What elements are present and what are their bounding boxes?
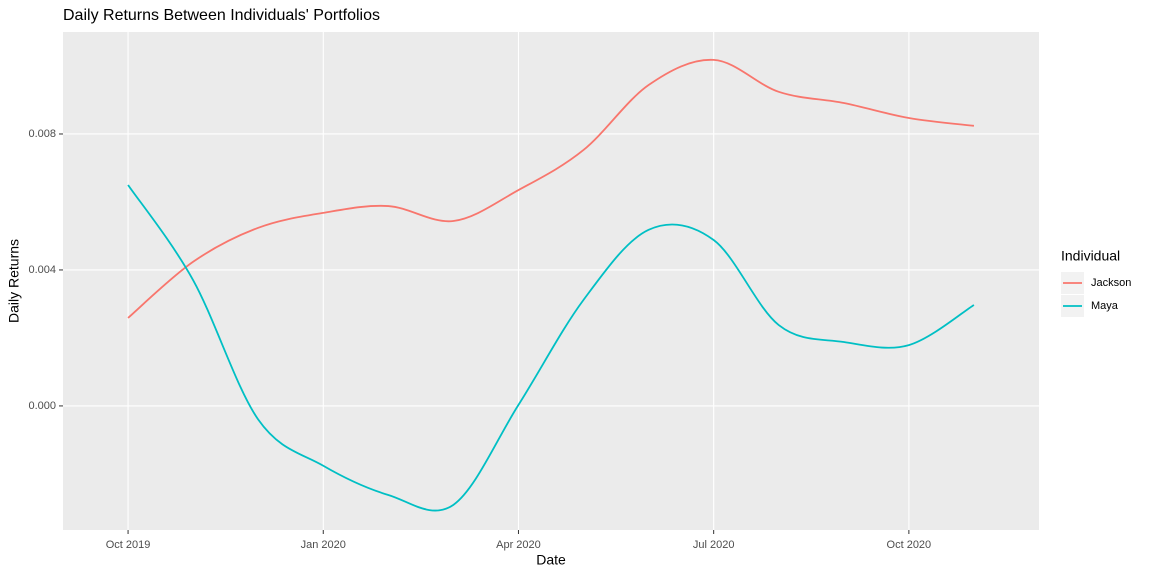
y-tick-label: 0.008 [28,128,56,140]
y-axis-title: Daily Returns [6,239,22,323]
x-tick-label: Jul 2020 [693,539,735,551]
series-line [127,58,975,319]
y-tick-label: 0.004 [28,264,56,276]
plot-panel [63,32,1039,530]
x-axis-title: Date [536,552,566,568]
series-line [127,184,975,512]
chart-title: Daily Returns Between Individuals' Portf… [63,7,380,24]
grid [63,32,1039,530]
legend: Individual Jackson Maya [1061,248,1131,317]
x-tick-label: Jan 2020 [301,539,346,551]
legend-label: Jackson [1091,277,1131,289]
x-tick-label: Oct 2020 [887,539,932,551]
x-tick-label: Apr 2020 [496,539,541,551]
x-tick-label: Oct 2019 [106,539,151,551]
lines [127,58,975,512]
legend-label: Maya [1091,300,1119,312]
legend-title: Individual [1061,248,1120,264]
y-tick-label: 0.000 [28,400,56,412]
